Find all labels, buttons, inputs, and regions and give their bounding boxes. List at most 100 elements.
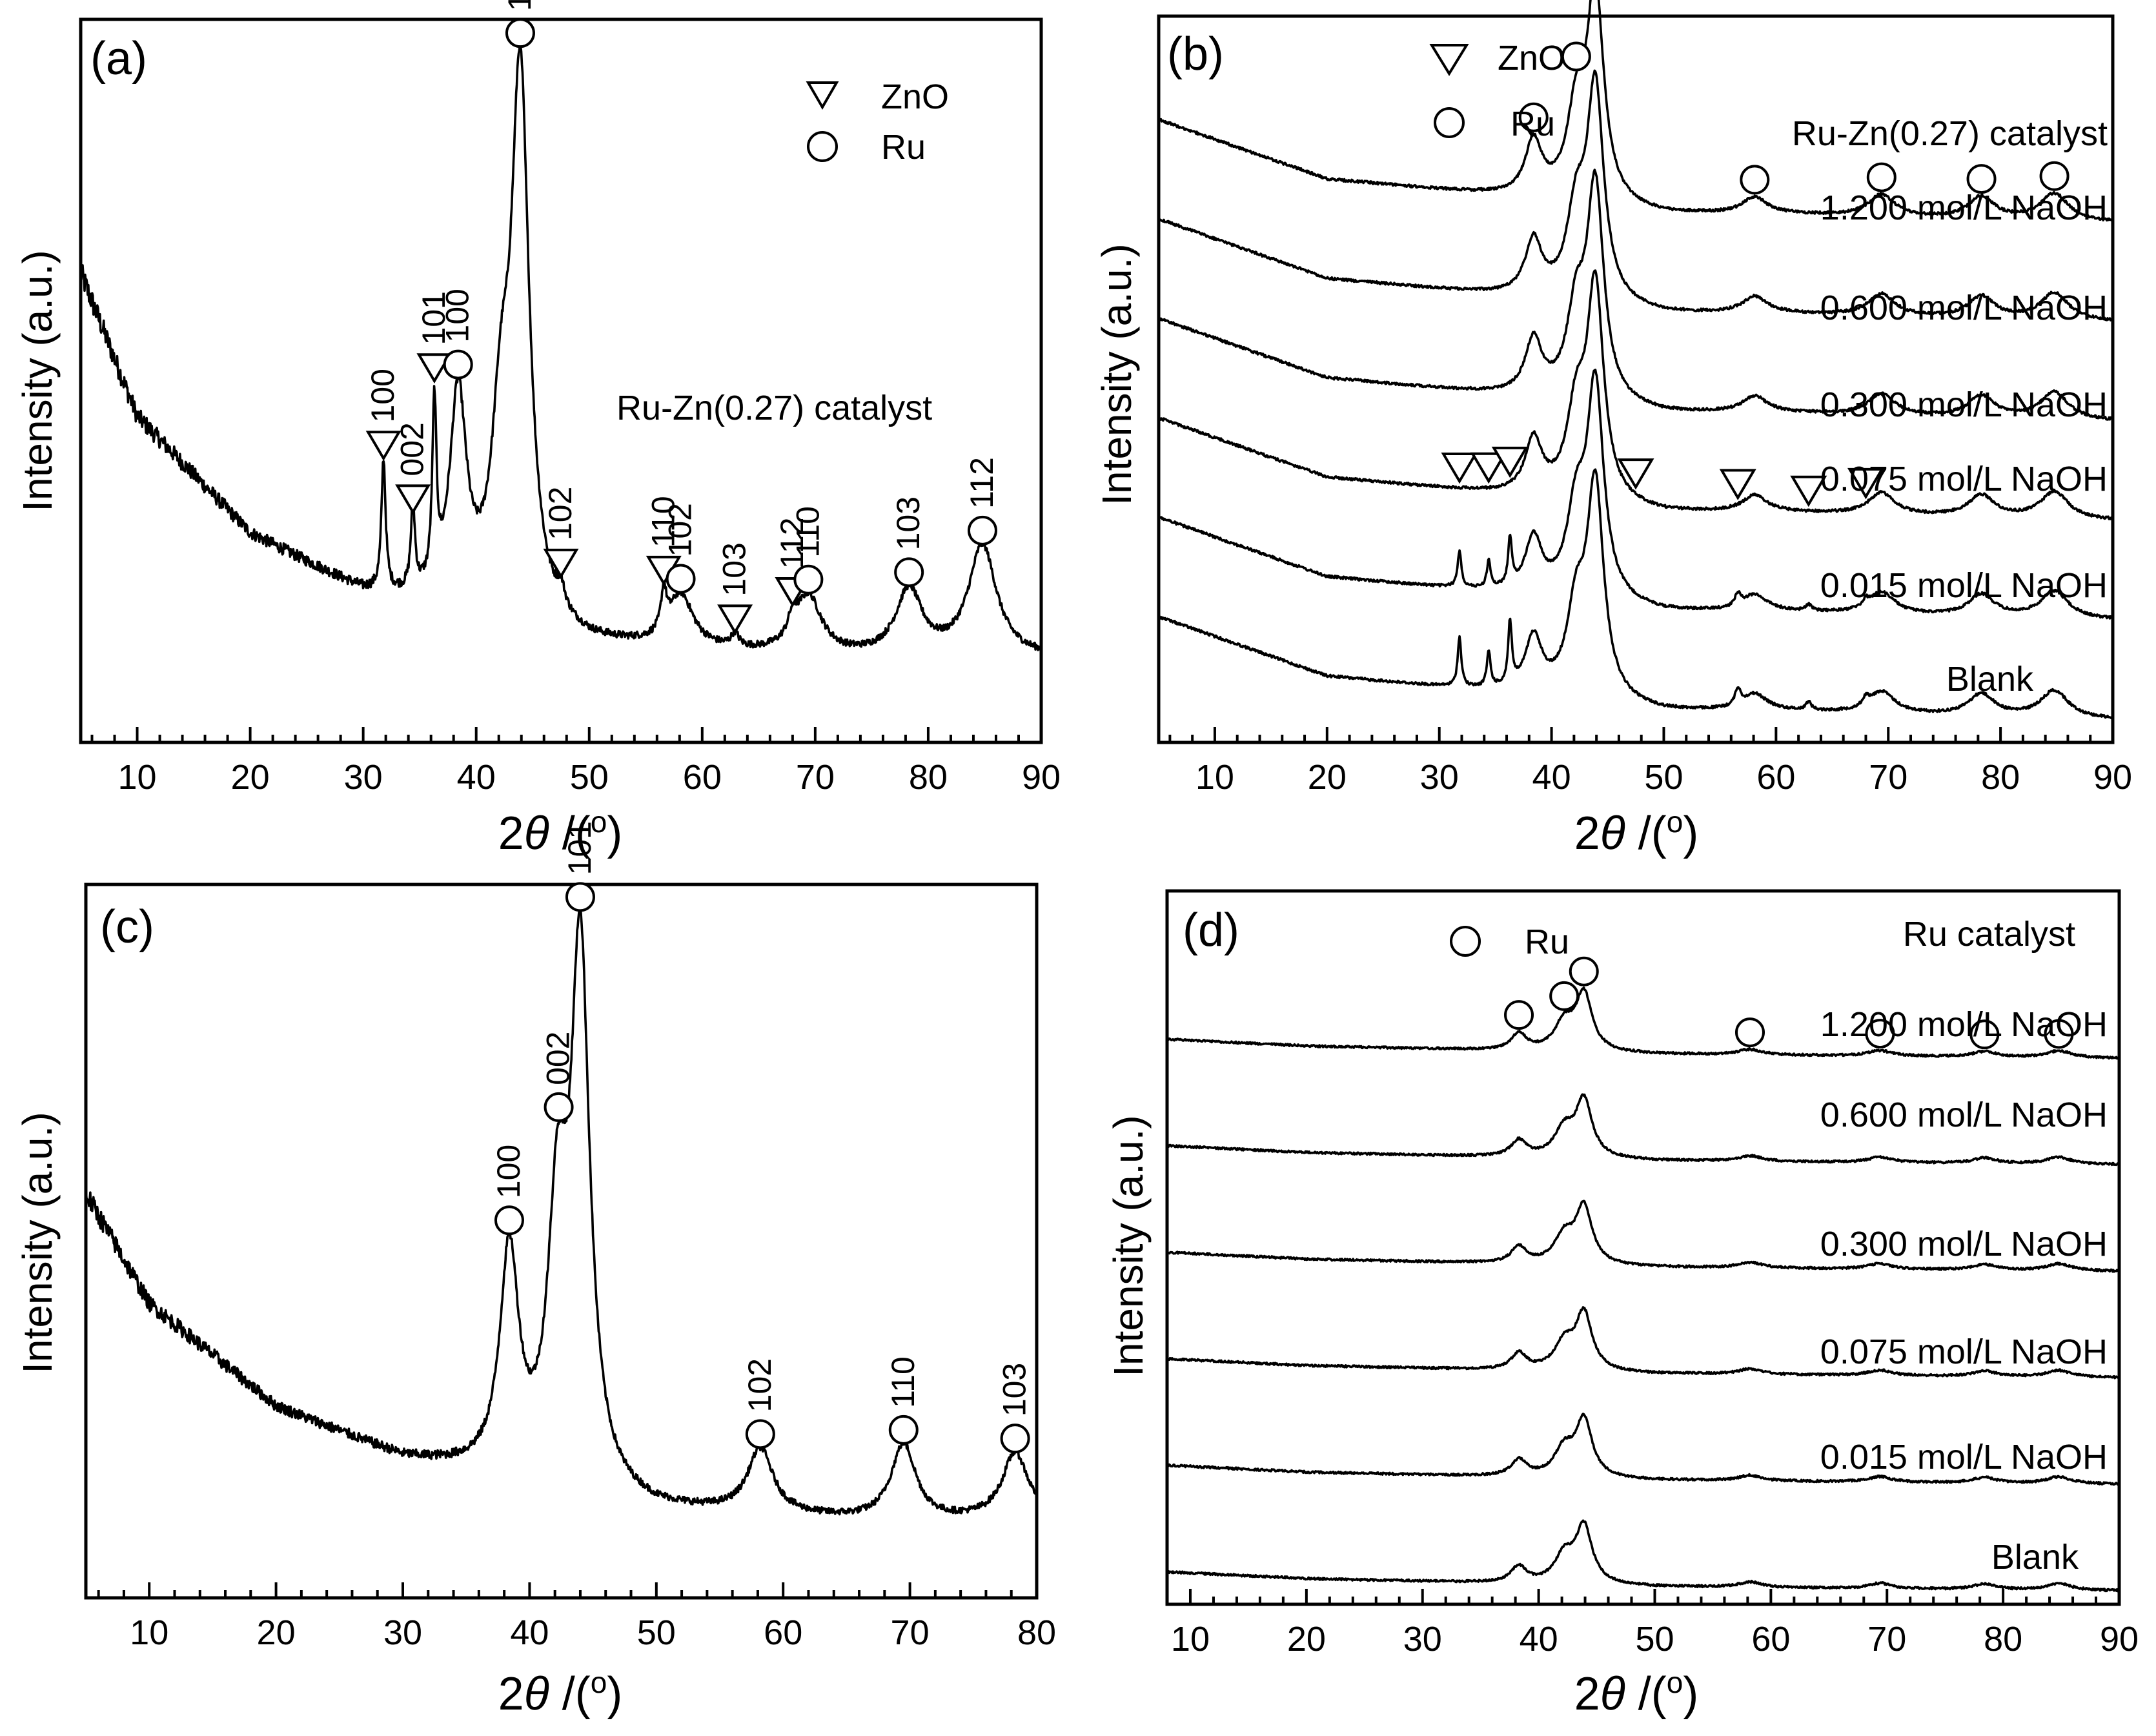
b-zno-peak-marker — [1617, 458, 1654, 490]
a-hkl-label: 102 — [662, 503, 698, 557]
d-ru-peak-marker — [1865, 1019, 1895, 1049]
panel-b-pattern-lines — [1157, 0, 2114, 720]
d-tick-label: 30 — [1403, 1620, 1442, 1659]
panel-d-legend-circle-icon — [1450, 926, 1481, 957]
d-tick-label: 70 — [1867, 1620, 1906, 1659]
panel-d-series-label-0300: 0.300 mol/L NaOH — [1820, 1225, 2108, 1263]
panel-b-series-label-0600: 0.600 mol/L NaOH — [1820, 289, 2108, 327]
c-tick-label: 50 — [637, 1613, 676, 1652]
b-tick-label: 90 — [2093, 758, 2132, 797]
c-tick-label: 40 — [510, 1613, 549, 1652]
d-tick-label: 90 — [2100, 1620, 2139, 1659]
panel-a-label: (a) — [90, 33, 147, 85]
panel-a-x-ticks: 10 20 30 40 50 60 70 80 90 — [90, 727, 1061, 797]
a-ru-peak-marker — [967, 515, 997, 546]
c-ru-peak-marker — [1000, 1424, 1030, 1454]
a-hkl-label: 100 — [365, 369, 401, 422]
b-pattern-0-300-mol-l-naoh — [1157, 168, 2114, 421]
panel-d-peak-markers — [1504, 956, 2074, 1050]
a-tick-label: 30 — [344, 758, 383, 797]
c-tick-label: 20 — [257, 1613, 296, 1652]
panel-b: 10 20 30 40 50 60 70 80 90 (b) Ru-Zn(0.27) catal… — [1093, 0, 2132, 859]
panel-a-y-axis-label: Intensity (a.u.) — [14, 250, 61, 512]
c-ru-peak-marker — [745, 1419, 775, 1449]
a-tick-label: 50 — [570, 758, 609, 797]
c-tick-label: 30 — [383, 1613, 422, 1652]
a-hkl-label: 103 — [717, 542, 753, 596]
panel-c-x-ticks: 10 20 30 40 50 60 70 80 — [97, 1582, 1056, 1652]
a-hkl-label: 112 — [964, 457, 1000, 509]
b-tick-label: 60 — [1756, 758, 1795, 797]
d-pattern-1-200-mol-l-naoh — [1166, 986, 2120, 1060]
c-tick-label: 10 — [130, 1613, 168, 1652]
panel-c-xlabel: 2θ /(o) — [498, 1666, 623, 1720]
panel-d-label: (d) — [1183, 904, 1239, 956]
a-zno-peak-marker — [416, 353, 453, 384]
panel-d-pattern-lines — [1166, 986, 2120, 1593]
c-tick-label: 70 — [891, 1613, 930, 1652]
panel-b-legend-zno-label: ZnO — [1498, 39, 1565, 77]
panel-d-series-label-0015: 0.015 mol/L NaOH — [1820, 1438, 2108, 1476]
panel-b-legend-circle-icon — [1434, 107, 1465, 138]
b-pattern-0-600-mol-l-naoh — [1158, 69, 2113, 322]
panel-b-frame — [1157, 14, 2115, 744]
b-ru-peak-marker — [1561, 41, 1591, 72]
a-hkl-label: 110 — [789, 506, 826, 558]
a-ru-peak-marker — [894, 557, 924, 587]
b-tick-label: 30 — [1420, 758, 1459, 797]
d-tick-label: 20 — [1287, 1620, 1326, 1659]
panel-b-series-label-1200: 1.200 mol/L NaOH — [1820, 189, 2108, 227]
panel-d-series-label-0075: 0.075 mol/L NaOH — [1820, 1333, 2108, 1371]
c-hkl-label: 002 — [540, 1031, 576, 1085]
b-ru-peak-marker — [1866, 162, 1897, 192]
c-ru-peak-marker — [888, 1414, 919, 1445]
panel-a-legend-ru-label: Ru — [881, 128, 926, 167]
panel-a-legend-zno-label: ZnO — [881, 77, 949, 116]
panel-d-series-label-blank: Blank — [1991, 1538, 2079, 1577]
a-zno-peak-marker — [543, 548, 579, 579]
a-hkl-label: 102 — [542, 487, 578, 540]
d-ru-peak-marker — [1734, 1017, 1765, 1048]
c-hkl-label: 100 — [491, 1145, 527, 1198]
panel-b-legend: ZnO Ru — [1429, 39, 1565, 143]
panel-b-ylabel: Intensity (a.u.) — [1093, 243, 1140, 505]
b-zno-peak-marker — [1491, 446, 1529, 478]
panel-c-ylabel: Intensity (a.u.) — [14, 1112, 61, 1374]
b-zno-peak-marker — [1847, 467, 1884, 500]
b-pattern-0-015-mol-l-naoh — [1158, 369, 2114, 620]
c-hkl-label: 103 — [997, 1363, 1033, 1416]
d-pattern-0-600-mol-l-naoh — [1166, 1093, 2120, 1167]
panel-a-peak-markers: 100002101100101102110102103112110103112 — [365, 0, 1000, 635]
b-zno-peak-marker — [1470, 452, 1507, 484]
panel-d-ylabel: Intensity (a.u.) — [1105, 1115, 1152, 1377]
b-ru-peak-marker — [1518, 102, 1549, 132]
a-hkl-label: 101 — [502, 0, 538, 11]
a-tick-label: 70 — [796, 758, 835, 797]
panel-d-series-label-0600: 0.600 mol/L NaOH — [1820, 1096, 2108, 1134]
b-zno-peak-marker — [1790, 475, 1827, 507]
b-pattern-0-075-mol-l-naoh — [1157, 269, 2114, 520]
panel-a-legend-circle-icon — [807, 131, 838, 162]
d-ru-peak-marker — [1504, 1000, 1534, 1030]
panel-c-frame — [84, 883, 1039, 1600]
a-ru-peak-marker — [443, 349, 473, 380]
panel-b-series-label-0300: 0.300 mol/L NaOH — [1820, 385, 2108, 424]
d-pattern-0-300-mol-l-naoh — [1166, 1200, 2120, 1273]
panel-b-series-label-blank: Blank — [1946, 660, 2034, 699]
panel-b-annotation: Ru-Zn(0.27) catalyst — [1792, 114, 2108, 153]
panel-c-peak-markers: 100 002 101 102 110 103 — [491, 821, 1033, 1454]
c-hkl-label: 102 — [742, 1358, 778, 1412]
a-hkl-label: 002 — [394, 422, 431, 476]
a-tick-label: 90 — [1022, 758, 1061, 797]
d-ru-peak-marker — [1969, 1019, 2000, 1050]
panel-d-series-label-1200: 1.200 mol/L NaOH — [1820, 1005, 2108, 1044]
b-tick-label: 20 — [1308, 758, 1347, 797]
c-tick-label: 80 — [1017, 1613, 1056, 1652]
d-ru-peak-marker — [1569, 956, 1599, 986]
b-tick-label: 40 — [1532, 758, 1571, 797]
a-tick-label: 40 — [457, 758, 496, 797]
panel-b-series-label-0015: 0.015 mol/L NaOH — [1820, 566, 2108, 605]
a-zno-peak-marker — [717, 604, 753, 635]
d-ru-peak-marker — [1549, 981, 1580, 1011]
